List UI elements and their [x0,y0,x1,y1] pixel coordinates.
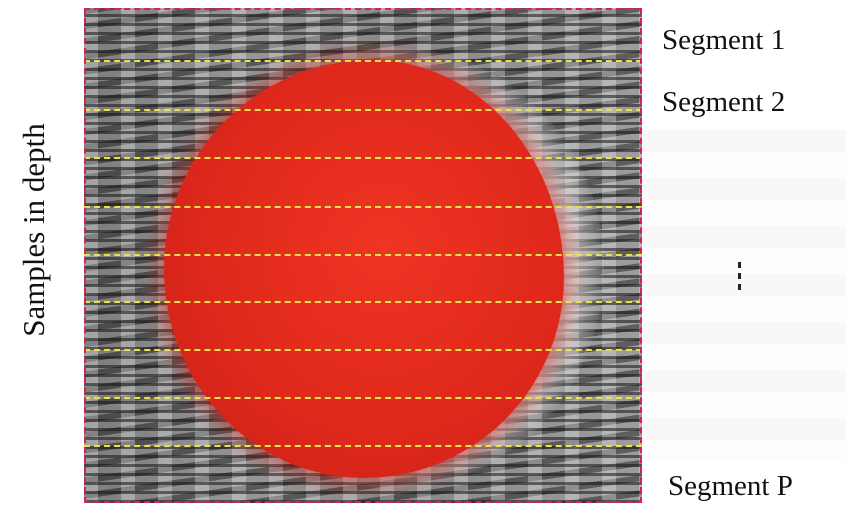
segment-p-label: Segment P [668,470,793,502]
segment-boundary-line [84,157,642,159]
segment-boundary-line [84,254,642,256]
segment-boundary-line [84,445,642,447]
background-faded-text [640,130,846,460]
red-lesion-region [164,60,564,478]
y-axis-label-text: Samples in depth [16,123,52,337]
y-axis-label: Samples in depth [2,60,66,400]
segment-boundary-line [84,109,642,111]
image-dashed-frame [84,8,642,503]
segment-1-label: Segment 1 [662,24,786,56]
vertical-ellipsis-icon [738,262,741,296]
segment-boundary-line [84,397,642,399]
segment-2-label: Segment 2 [662,86,786,118]
segment-boundary-line [84,60,642,62]
ultrasound-image-panel [84,8,642,503]
segment-boundary-line [84,206,642,208]
segment-boundary-line [84,301,642,303]
segment-boundary-line [84,349,642,351]
